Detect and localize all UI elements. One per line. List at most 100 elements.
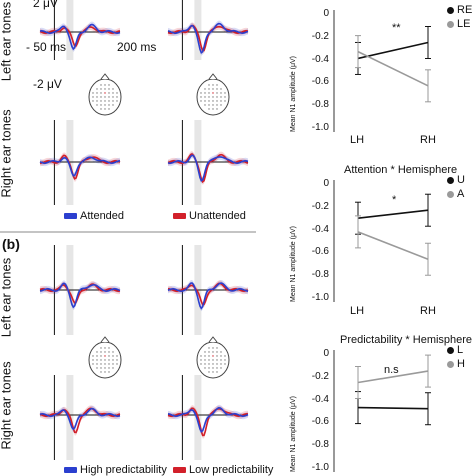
electrode [208,351,210,353]
electrode [220,359,222,361]
row-label-right-ear-a: Right ear tones [0,109,14,198]
plot3-title: Predictability * Hemisphere [340,334,473,346]
electrode [92,355,94,357]
electrode [116,96,118,98]
electrode [224,363,226,365]
electrode [96,104,98,106]
electrode [108,355,110,357]
electrode [108,88,110,90]
blue-waveform [39,23,121,51]
y-tick-label: -0.6 [311,76,329,88]
electrode [104,92,106,94]
electrode [204,367,206,369]
electrode [116,359,118,361]
y-tick-label: -0.2 [311,200,329,212]
y-tick-label: -0.4 [311,393,329,405]
y-tick-label: 0 [323,8,329,19]
electrode [216,96,218,98]
electrode [108,84,110,86]
electrode [212,96,214,98]
electrode [100,104,102,106]
electrode [212,108,214,110]
electrode [208,96,210,98]
y-tick-label: -1.0 [311,292,329,303]
electrode [216,363,218,365]
electrode [96,363,98,365]
electrode [212,92,214,94]
electrode [224,359,226,361]
blue-waveform [39,407,121,431]
legend-RE: RE [447,4,472,16]
electrode [104,108,106,110]
electrode [100,84,102,86]
electrode [212,355,214,357]
electrode [108,351,110,353]
electrode [100,347,102,349]
electrode [212,104,214,106]
blue-waveform [167,154,249,182]
electrode [100,92,102,94]
electrode [108,100,110,102]
electrode [116,100,118,102]
plot2-title: Attention * Hemisphere [344,164,458,176]
electrode [200,363,202,365]
electrode [208,84,210,86]
electrode [200,100,202,102]
electrode [220,355,222,357]
electrode [204,351,206,353]
electrode [224,96,226,98]
y-axis-label: Mean N1 amplitude (μV) [290,225,297,302]
electrode [220,92,222,94]
electrode [212,359,214,361]
y-tick-label: -0.8 [311,269,329,281]
significance-annotation: n.s [384,364,399,376]
electrode [208,100,210,102]
electrode [112,100,114,102]
electrode [96,88,98,90]
electrode [100,351,102,353]
electrode [92,359,94,361]
electrode [200,92,202,94]
electrode [116,363,118,365]
electrode [92,100,94,102]
electrode [216,355,218,357]
time-right-label: 200 ms [117,40,157,54]
electrode [204,363,206,365]
x-category-label: RH [420,305,436,317]
significance-annotation: * [392,194,397,206]
electrode [100,355,102,357]
electrode [208,92,210,94]
electrode [208,108,210,110]
electrode [216,351,218,353]
electrode [208,371,210,373]
legend-high: High predictability [64,464,167,476]
legend-A: A [447,188,464,200]
electrode [104,363,106,365]
electrode [100,367,102,369]
electrode [112,367,114,369]
electrode [108,92,110,94]
legend-high-label: High predictability [80,464,167,476]
electrode [220,88,222,90]
blue-waveform [39,156,121,177]
attended-swatch [64,213,77,220]
electrode [96,367,98,369]
electrode [216,100,218,102]
series-line-A [357,231,429,260]
time-left-label: - 50 ms [26,40,67,54]
x-category-label: LH [350,134,365,146]
electrode [216,359,218,361]
electrode [108,347,110,349]
scalp-map-a-left-nose [100,73,110,80]
series-line-U [357,209,429,219]
legend-H: H [447,358,465,370]
electrode [108,96,110,98]
electrode [212,347,214,349]
y-tick-label: 0 [323,178,329,189]
electrode [104,367,106,369]
electrode [104,84,106,86]
electrode [212,351,214,353]
row-label-left-ear-b: Left ear tones [0,257,14,338]
scalp-map-a-right-nose [208,73,218,80]
